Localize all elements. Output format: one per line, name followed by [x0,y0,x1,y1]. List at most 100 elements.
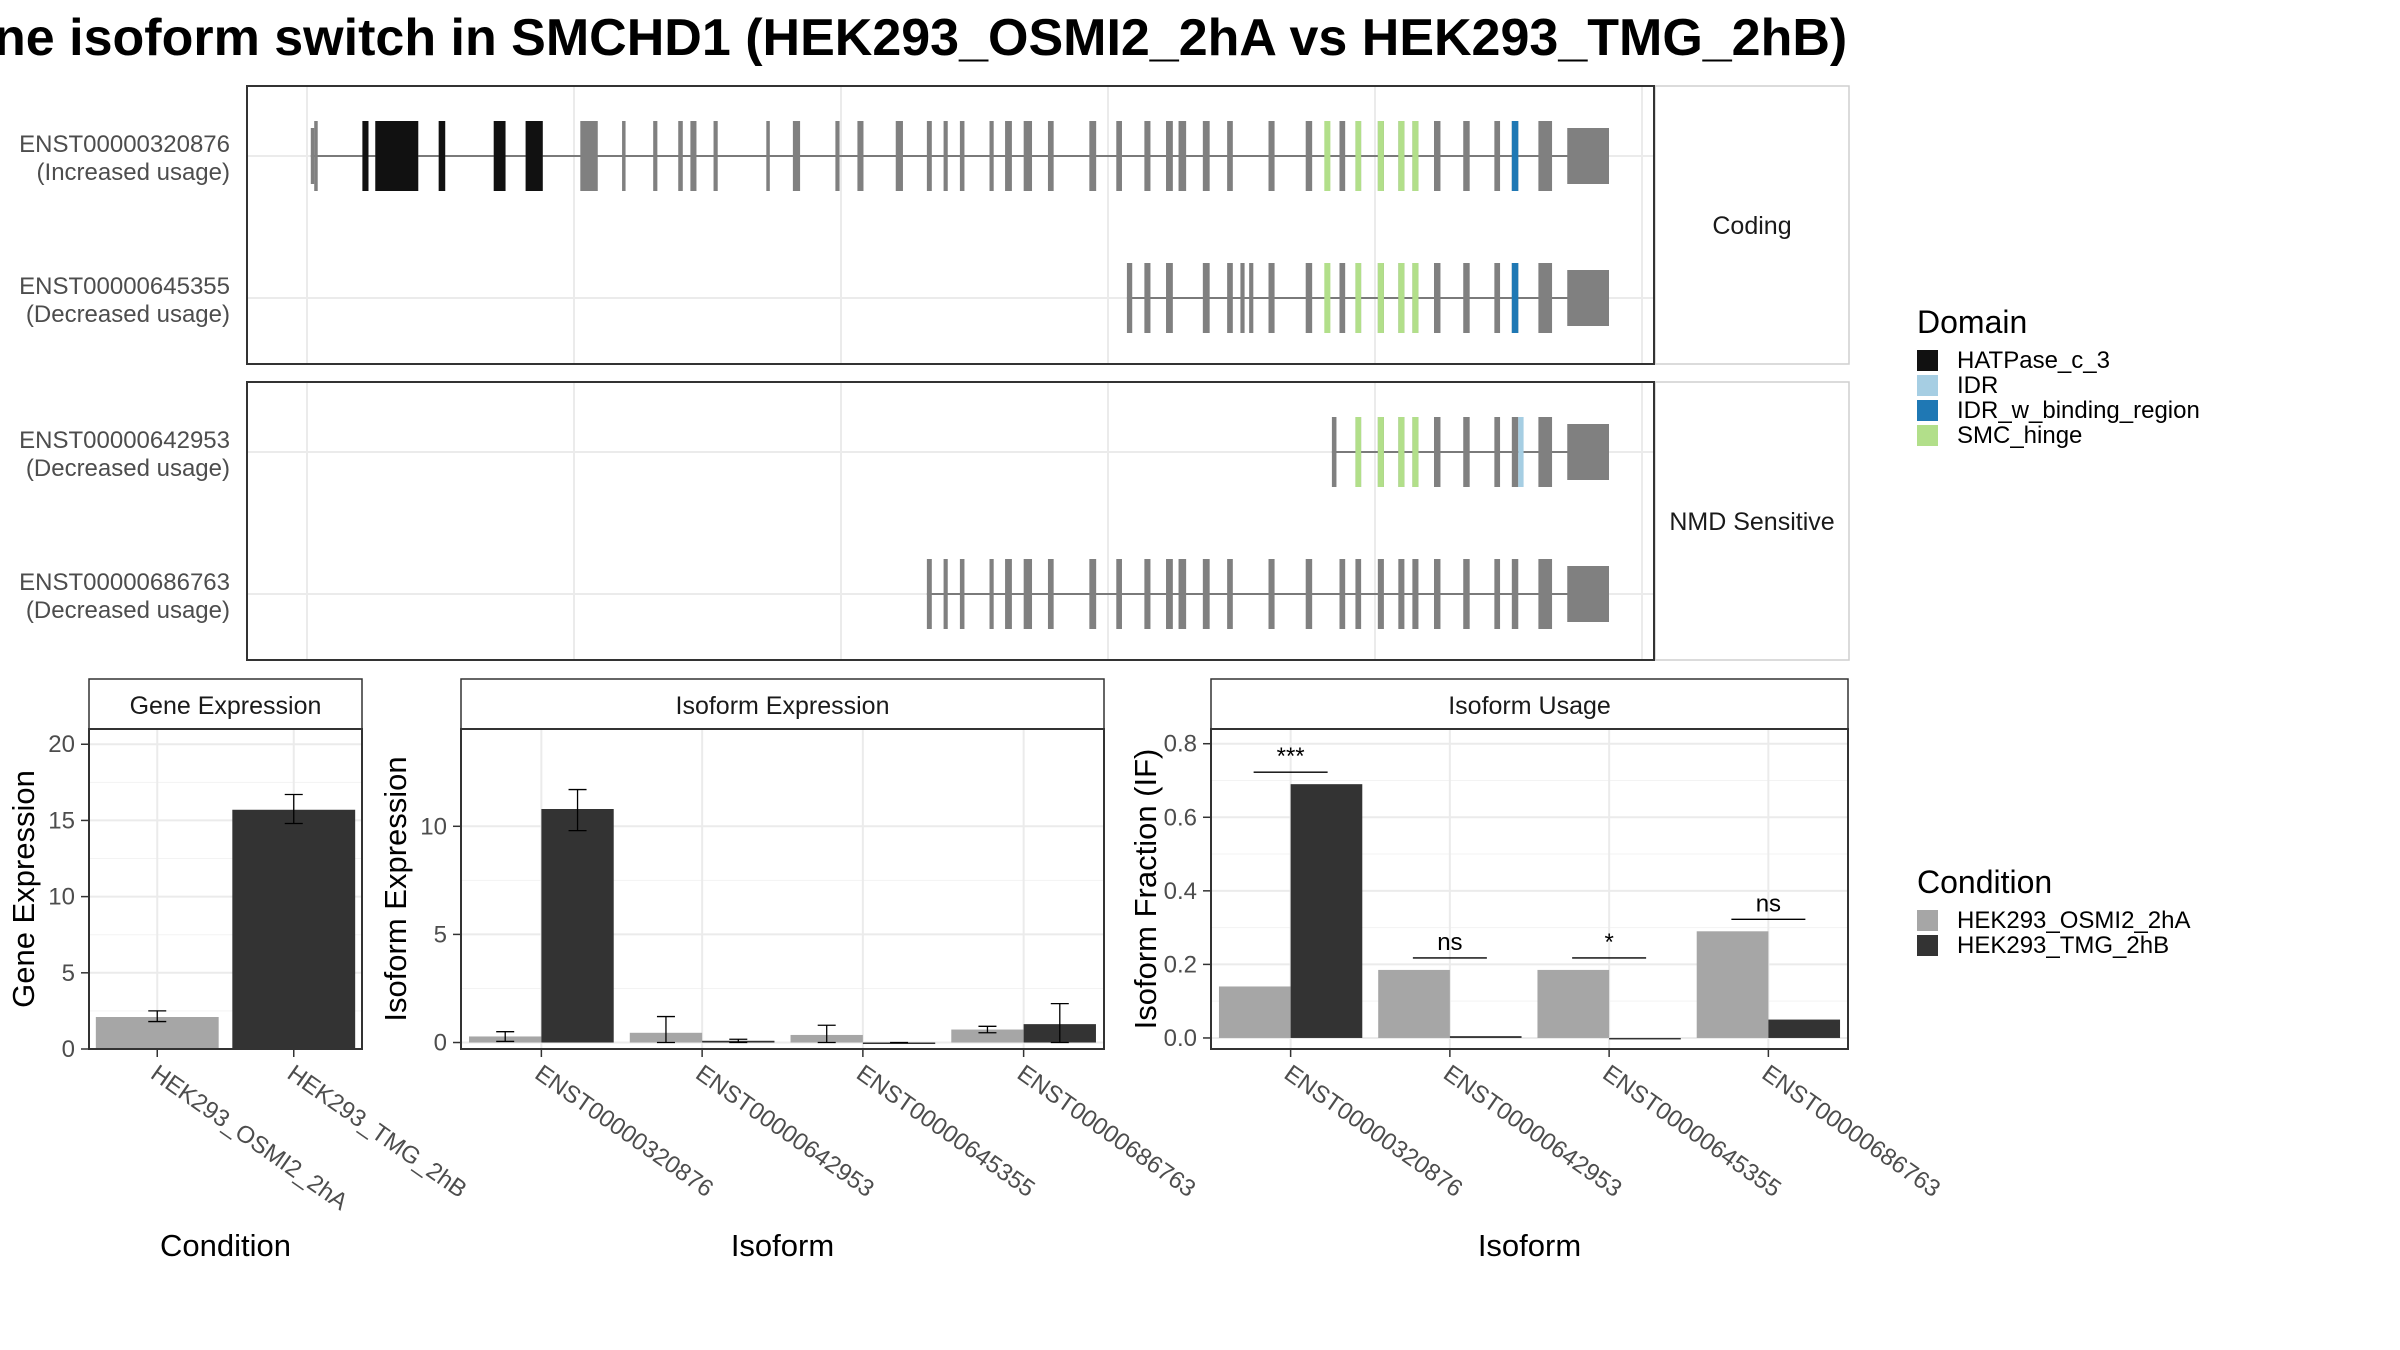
domain-block [1398,121,1405,191]
exon-block [989,121,994,191]
domain-block [1412,417,1419,487]
x-axis-title: Isoform [731,1228,834,1263]
exon-block [1538,417,1553,487]
exon-block [1538,121,1553,191]
structure-panel-border [246,85,1655,365]
exon-block [1463,121,1470,191]
exon-block [857,121,864,191]
facet-strip [1654,85,1850,365]
exon-block [1567,424,1609,480]
exon-block [989,559,994,629]
exon-block [1089,121,1097,191]
bar-chart-title: Isoform Expression [676,692,890,720]
domain-block [1324,263,1331,333]
transcript-id-label: ENST00000645355 [19,273,230,300]
domain-block [1377,121,1384,191]
exon-block [1398,559,1405,629]
bar [1290,784,1363,1038]
y-tick-label: 0.2 [1164,951,1197,978]
x-axis-title: Condition [160,1228,291,1263]
domain-block [1511,263,1519,333]
exon-block [1116,121,1122,191]
exon-block [1339,263,1346,333]
domain-block [1355,417,1362,487]
exon-block [678,121,683,191]
exon-block [1178,559,1187,629]
structure-panel-border [246,381,1655,661]
y-axis-title: Isoform Expression [378,756,413,1021]
domain-block [525,121,543,191]
facet-strip-label: NMD Sensitive [1669,508,1834,536]
exon-block [1202,121,1210,191]
exon-block [1047,121,1054,191]
exon-block [713,121,718,191]
exon-block [1494,417,1501,487]
y-tick-label: 0.8 [1164,731,1197,758]
y-tick-label: 10 [48,884,75,911]
legend-swatch [1917,425,1938,446]
exon-block [1023,559,1033,629]
exon-block [1126,263,1133,333]
exon-block [1339,559,1346,629]
bar-chart-strip [460,678,1105,730]
structure-panel-background [247,86,1654,364]
exon-block [1494,263,1501,333]
x-axis-title: Isoform [1478,1228,1581,1263]
exon-block [622,121,626,191]
bar [1609,1037,1681,1040]
exon-block [1305,121,1313,191]
exon-block [926,559,932,629]
exon-block [1268,559,1275,629]
exon-block [1227,121,1233,191]
significance-label: ns [1756,890,1781,917]
exon-block [959,559,965,629]
y-tick-label: 0 [434,1030,447,1057]
exon-block [310,128,315,184]
x-tick-label: ENST00000645355 [851,1060,1039,1203]
bar-chart-border [1210,728,1849,1050]
exon-block [1144,121,1151,191]
exon-block [1023,121,1033,191]
legend-swatch [1917,935,1938,956]
exon-block [1511,559,1519,629]
y-axis-title: Isoform Fraction (IF) [1128,749,1163,1030]
exon-block [1047,559,1054,629]
significance-label: *** [1277,743,1305,770]
exon-block [766,121,770,191]
exon-block [1494,121,1501,191]
exon-block [1434,417,1441,487]
y-tick-label: 0.0 [1164,1025,1197,1052]
domain-block [1377,263,1384,333]
exon-block [1268,121,1275,191]
exon-block [1268,263,1275,333]
bar-chart-panel: Isoform Usage***ENST00000320876nsENST000… [1128,678,1945,1263]
exon-block [1305,559,1313,629]
exon-block [1227,263,1233,333]
exon-block [1202,559,1210,629]
facet-strip-label: Coding [1712,212,1791,240]
exon-block [1463,559,1470,629]
y-tick-label: 20 [48,731,75,758]
bar [1449,1036,1522,1038]
legend-swatch [1917,350,1938,371]
exon-block [1339,121,1346,191]
exon-block [1494,559,1501,629]
legend-label: IDR [1957,372,1998,399]
x-tick-label: ENST00000642953 [691,1060,879,1203]
domain-block [1355,263,1362,333]
bar-chart-title: Gene Expression [130,692,322,720]
exon-block [1166,559,1173,629]
exon-block [1116,559,1122,629]
structure-panel: Coding ENST00000320876(Increased usage) EN… [19,85,1850,365]
domain-block [1355,121,1362,191]
domain-block [1412,121,1419,191]
significance-label: * [1604,929,1613,956]
domain-block [1377,417,1384,487]
y-tick-label: 0 [62,1036,75,1063]
domain-block [1412,263,1419,333]
exon-block [653,121,658,191]
y-tick-label: 5 [434,921,447,948]
exon-block [959,121,965,191]
bar-chart-border [88,728,363,1050]
